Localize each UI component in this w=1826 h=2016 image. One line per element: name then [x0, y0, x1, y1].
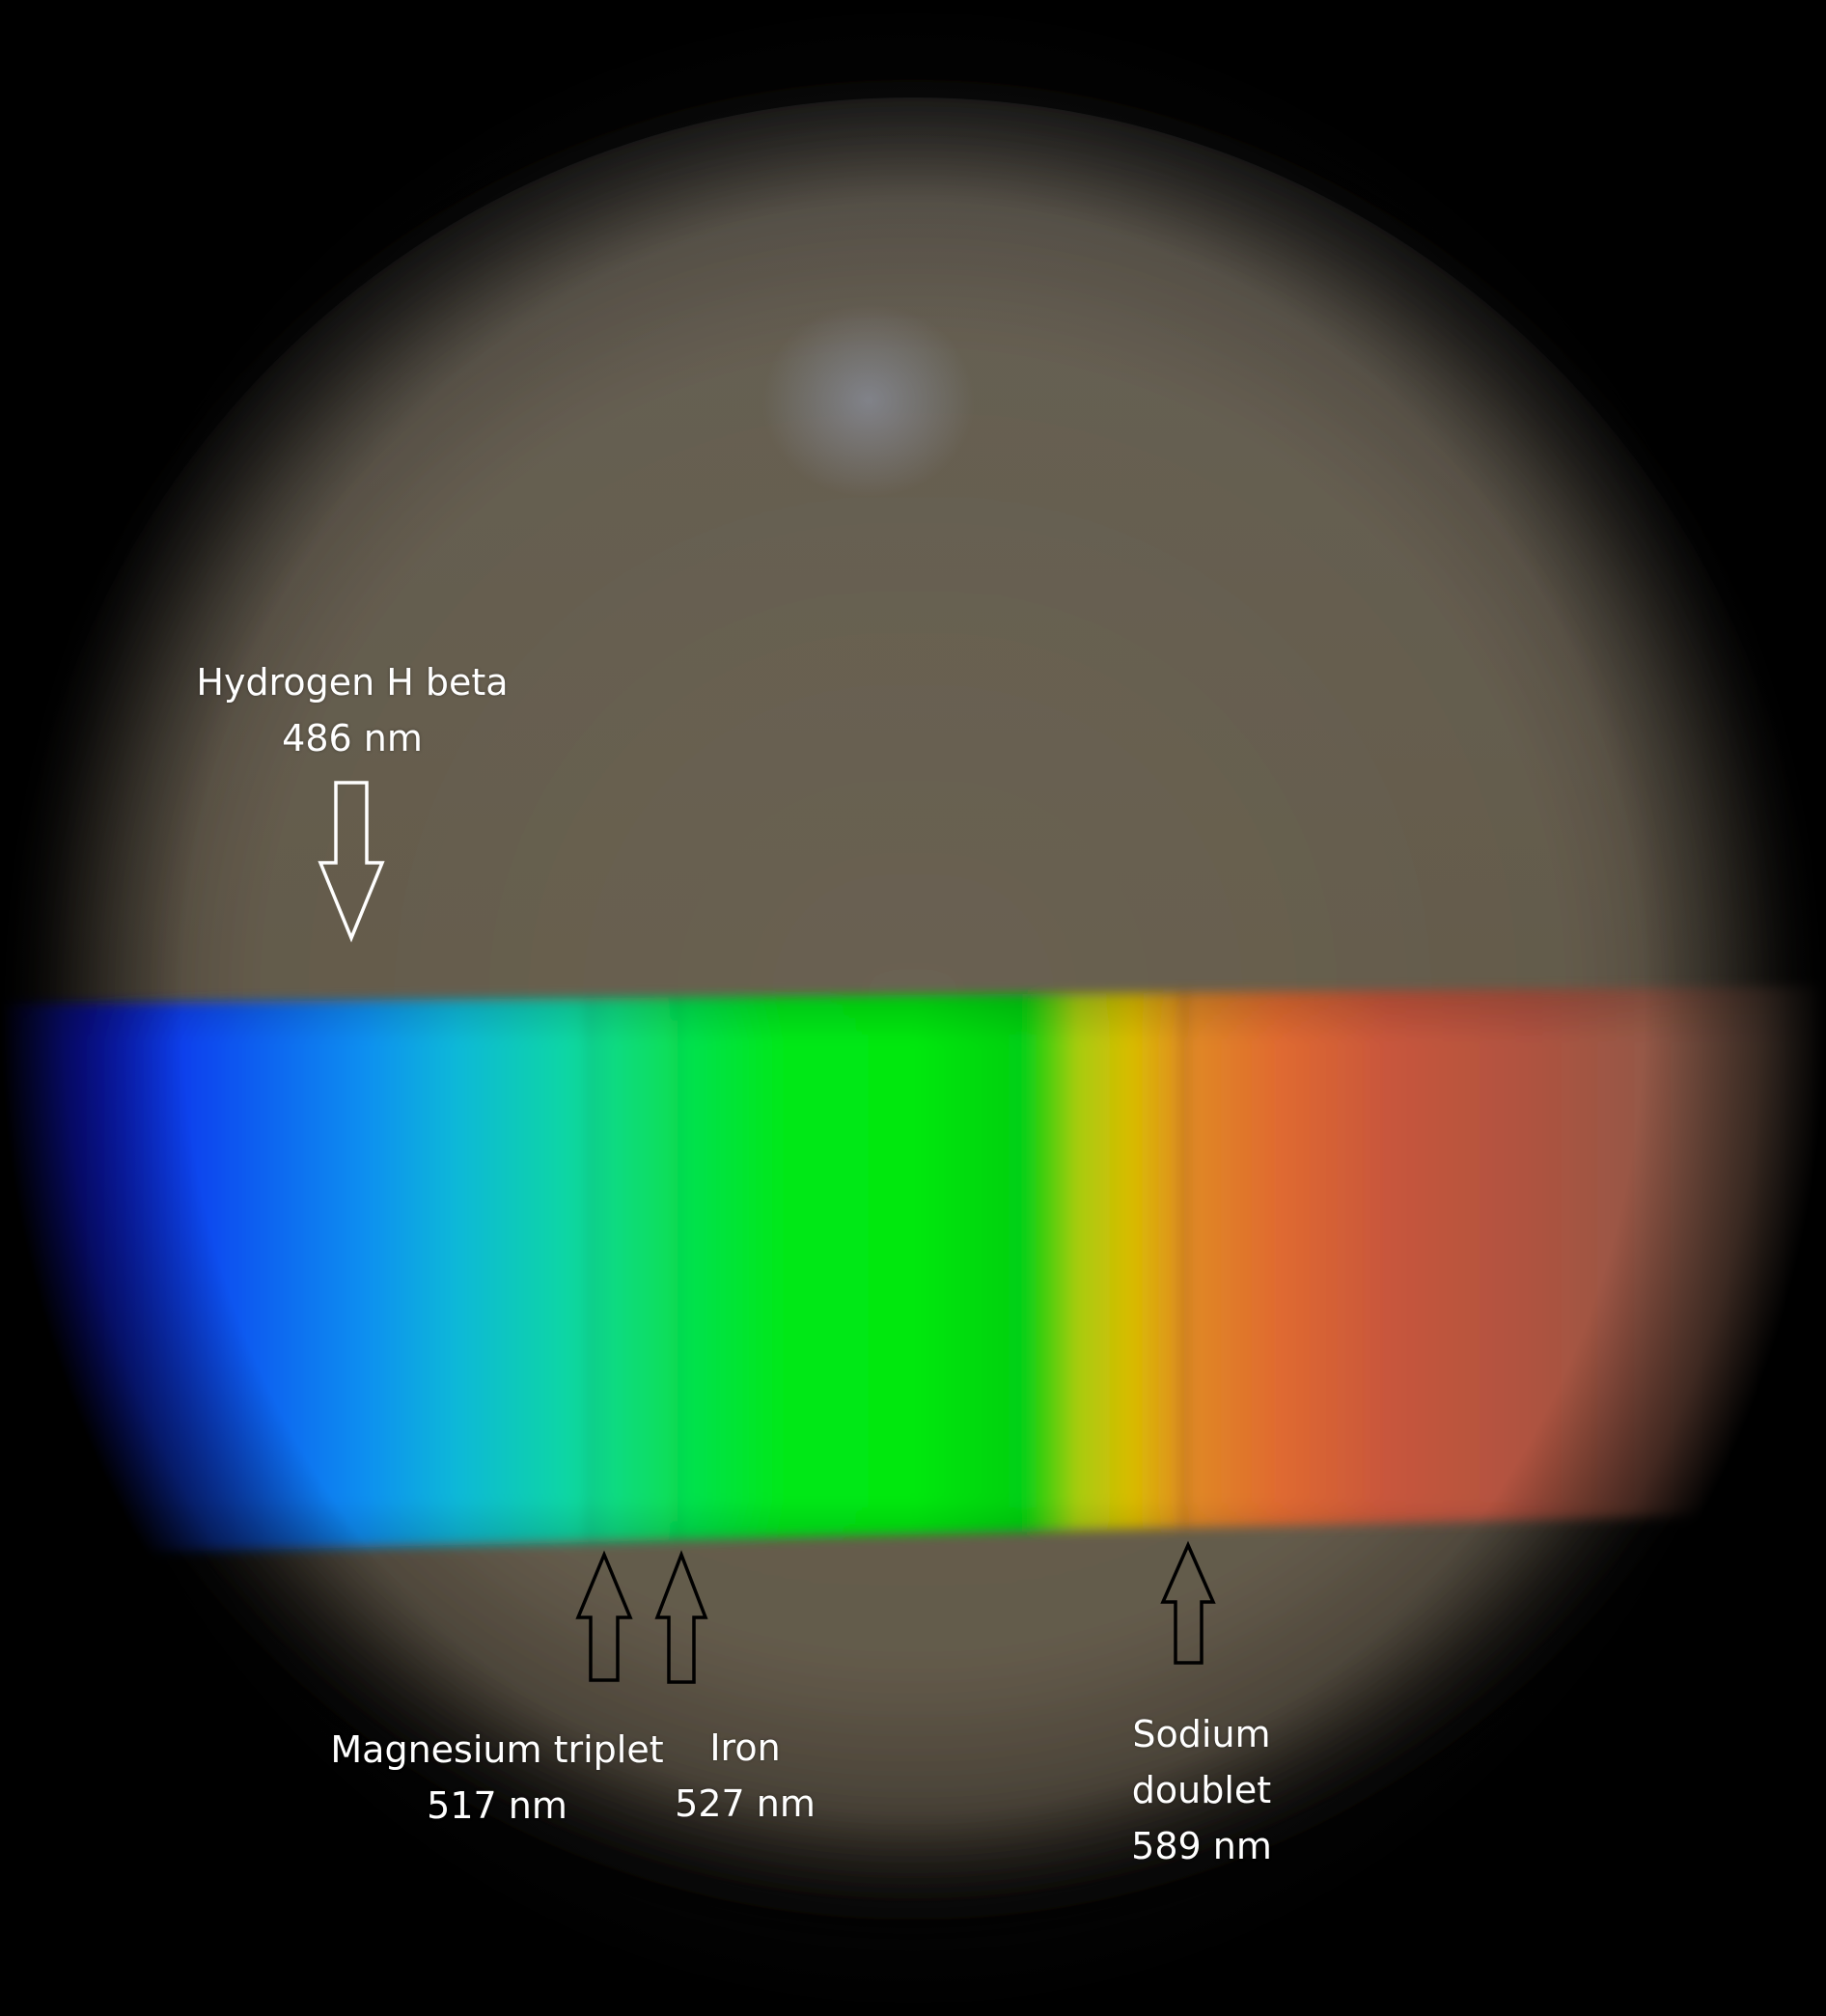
- sodium-name-line1: Sodium: [1132, 1713, 1271, 1755]
- hydrogen-beta-name: Hydrogen H beta: [196, 661, 509, 704]
- magnesium-label: Magnesium triplet 517 nm: [309, 1722, 685, 1834]
- magnesium-name: Magnesium triplet: [330, 1728, 664, 1771]
- iron-arrow-icon: [654, 1550, 708, 1684]
- sodium-name-line2: doublet: [1131, 1769, 1272, 1811]
- iron-wavelength: 527 nm: [675, 1782, 816, 1825]
- magnesium-wavelength: 517 nm: [427, 1784, 567, 1827]
- magnesium-arrow-icon: [575, 1550, 633, 1682]
- hydrogen-beta-arrow-icon: [318, 781, 385, 943]
- hydrogen-beta-label: Hydrogen H beta 486 nm: [159, 654, 545, 766]
- iron-name: Iron: [709, 1726, 781, 1769]
- sodium-label: Sodium doublet 589 nm: [1066, 1706, 1337, 1874]
- hydrogen-beta-wavelength: 486 nm: [282, 717, 423, 759]
- iron-label: Iron 527 nm: [649, 1720, 842, 1832]
- sodium-arrow-icon: [1160, 1540, 1216, 1665]
- sodium-wavelength: 589 nm: [1131, 1825, 1272, 1867]
